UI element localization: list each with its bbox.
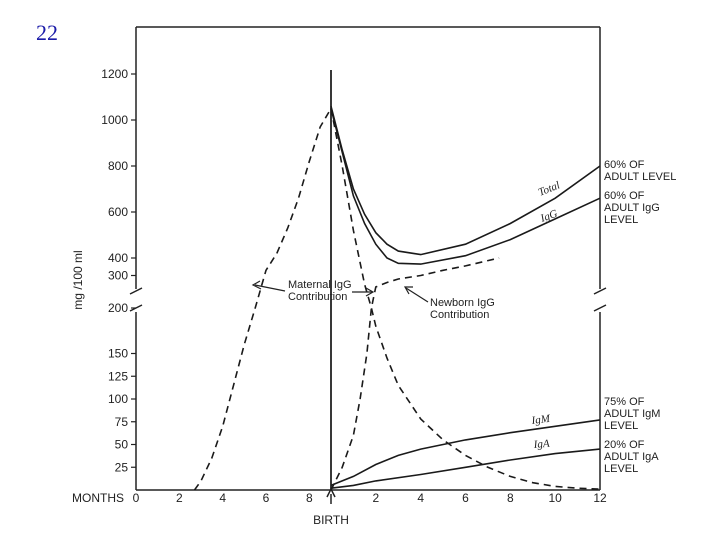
igm-level-note-3: LEVEL (604, 420, 638, 432)
igg-level-note-2: ADULT IgG (604, 202, 660, 214)
x-tick-label: 0 (133, 491, 140, 505)
birth-label: BIRTH (313, 513, 349, 527)
y-tick-label: 100 (108, 392, 128, 406)
x-tick-label: 8 (507, 491, 514, 505)
plot-frame (129, 26, 607, 504)
x-tick-label: 6 (462, 491, 469, 505)
y-tick-label: 300 (108, 269, 128, 283)
axis-break-mark (593, 304, 607, 312)
iga-level-note-1: 20% OF (604, 439, 645, 451)
maternal-arrowhead-right (365, 287, 375, 297)
maternal-annotation-line1: Maternal IgG (288, 279, 352, 291)
series-line-total-postnatal (330, 106, 601, 256)
newborn-annotation-line1: Newborn IgG (430, 297, 495, 309)
axis-ticks: 25 50 75 100 125 150 200 300 400 600 800 1000 1200 0 2… (101, 67, 607, 505)
maternal-arrowhead-left (251, 280, 262, 290)
y-tick-label: 150 (108, 347, 128, 361)
y-tick-label: 75 (115, 415, 129, 429)
maternal-arrow-left (254, 284, 286, 292)
igg-level-note-3: LEVEL (604, 214, 638, 226)
x-tick-label: 2 (372, 491, 379, 505)
series-line-newborn-igg-contribution-postnatal (330, 257, 500, 491)
y-tick-label: 1200 (101, 67, 128, 81)
x-tick-label: 6 (263, 491, 270, 505)
series-line-maternal-igg-contribution-postnatal (330, 108, 601, 490)
y-tick-label: 1000 (101, 113, 128, 127)
iga-level-note-3: LEVEL (604, 463, 638, 475)
slide-number: 22 (36, 20, 58, 45)
newborn-arrowhead (403, 286, 413, 295)
igm-level-note-2: ADULT IgM (604, 408, 660, 420)
series-lines (193, 106, 601, 491)
x-tick-label: 4 (417, 491, 424, 505)
x-tick-label: 10 (548, 491, 562, 505)
series-line-igm-postnatal (330, 419, 601, 487)
series-line-iga-postnatal (330, 448, 601, 489)
y-tick-label: 200 (108, 301, 128, 315)
y-tick-label: 25 (115, 460, 129, 474)
y-tick-label: 125 (108, 369, 128, 383)
maternal-annotation-line2: Contribution (288, 291, 347, 303)
x-tick-label: 8 (306, 491, 313, 505)
x-axis-label: MONTHS (72, 491, 124, 505)
x-tick-label: 2 (176, 491, 183, 505)
total-level-note-2: ADULT LEVEL (604, 171, 676, 183)
igm-curve-label: IgM (530, 413, 551, 427)
newborn-annotation-line2: Contribution (430, 309, 489, 321)
series-line-igg-postnatal (330, 108, 601, 265)
y-axis-label: mg /100 ml (71, 250, 85, 309)
x-tick-label: 4 (219, 491, 226, 505)
iga-level-note-2: ADULT IgA (604, 451, 659, 463)
total-level-note-1: 60% OF (604, 159, 645, 171)
newborn-arrow (405, 287, 429, 303)
axis-break-mark (129, 287, 143, 295)
iga-curve-label: IgA (532, 438, 550, 451)
igm-level-note-1: 75% OF (604, 396, 645, 408)
axis-break-mark (593, 287, 607, 295)
x-tick-label: 12 (593, 491, 607, 505)
series-line-maternal-igg-contribution-prenatal (193, 108, 332, 491)
igg-level-note-1: 60% OF (604, 190, 645, 202)
y-tick-label: 600 (108, 205, 128, 219)
y-tick-label: 400 (108, 251, 128, 265)
y-tick-label: 800 (108, 159, 128, 173)
igg-curve-label: IgG (538, 208, 559, 225)
y-tick-label: 50 (115, 438, 129, 452)
